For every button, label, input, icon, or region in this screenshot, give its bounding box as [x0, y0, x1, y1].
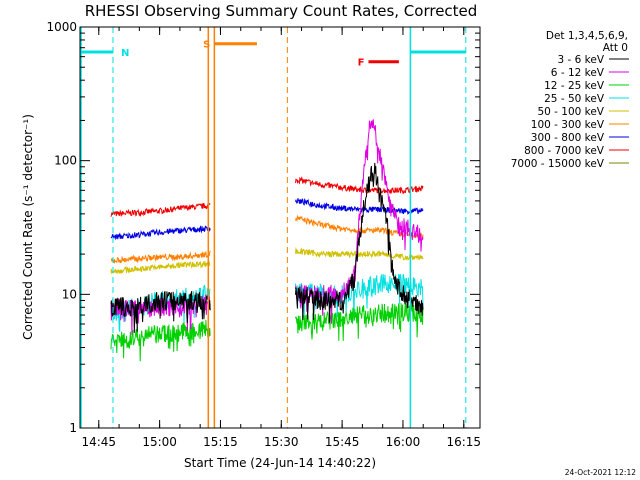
plot-frame	[79, 26, 481, 429]
y-tick-label-3: 1000	[46, 20, 77, 34]
series-line-300-800-kev-seg0	[110, 225, 211, 241]
series-line-6-12-kev-seg1	[295, 119, 424, 324]
legend-entry-5: 100 - 300 keV	[531, 119, 605, 131]
annotation-label-n: N	[121, 48, 129, 59]
x-tick-label-5: 16:00	[386, 435, 421, 449]
y-tick-label-2: 100	[54, 154, 77, 168]
plot-area: N S F	[80, 27, 467, 428]
series-line-3-6-kev-seg0	[110, 290, 211, 333]
y-axis-label: Corrected Count Rate (s⁻¹ detector⁻¹)	[21, 114, 35, 340]
series-line-12-25-kev-seg0	[110, 319, 211, 362]
series-line-800-7000-kev-seg1	[295, 176, 424, 195]
x-axis-label: Start Time (24-Jun-14 14:40:22)	[184, 456, 376, 470]
series-line-300-800-kev-seg1	[295, 197, 424, 215]
series-line-50-100-kev-seg0	[110, 260, 211, 275]
x-tick-label-1: 15:00	[142, 435, 177, 449]
legend-entry-0: 3 - 6 keV	[557, 54, 604, 66]
legend-entry-4: 50 - 100 keV	[537, 106, 604, 118]
legend-entry-1: 6 - 12 keV	[551, 67, 605, 79]
series-line-100-300-kev-seg0	[110, 250, 211, 264]
annotation-label-s: S	[203, 40, 210, 51]
legend-entry-8: 7000 - 15000 keV	[511, 158, 605, 170]
x-tick-label-0: 14:45	[81, 435, 116, 449]
axes: 14:45 15:00 15:15 15:30 15:45 16:00 16:15 1 10 10…	[46, 20, 481, 449]
chart-title: RHESSI Observing Summary Count Rates, Co…	[85, 2, 478, 20]
x-tick-label-6: 16:15	[446, 435, 481, 449]
series-line-800-7000-kev-seg0	[110, 202, 211, 218]
annotation-label-f: F	[358, 58, 365, 69]
x-tick-label-3: 15:30	[264, 435, 299, 449]
x-tick-label-4: 15:45	[325, 435, 360, 449]
legend-header-line-1: Det 1,3,4,5,6,9,	[546, 30, 628, 42]
series-line-12-25-kev-seg1	[295, 302, 424, 341]
footer-timestamp: 24-Oct-2021 12:12	[565, 468, 636, 477]
legend-entry-7: 800 - 7000 keV	[524, 145, 605, 157]
legend-entry-6: 300 - 800 keV	[531, 132, 605, 144]
y-tick-label-0: 1	[69, 421, 77, 435]
series-line-3-6-kev-seg1	[295, 162, 424, 323]
series-line-50-100-kev-seg1	[295, 247, 424, 261]
x-tick-label-2: 15:15	[203, 435, 238, 449]
legend-header-line-2: Att 0	[603, 42, 628, 54]
legend-entry-2: 12 - 25 keV	[544, 80, 605, 92]
legend-entry-3: 25 - 50 keV	[544, 93, 605, 105]
y-tick-label-1: 10	[62, 287, 77, 301]
